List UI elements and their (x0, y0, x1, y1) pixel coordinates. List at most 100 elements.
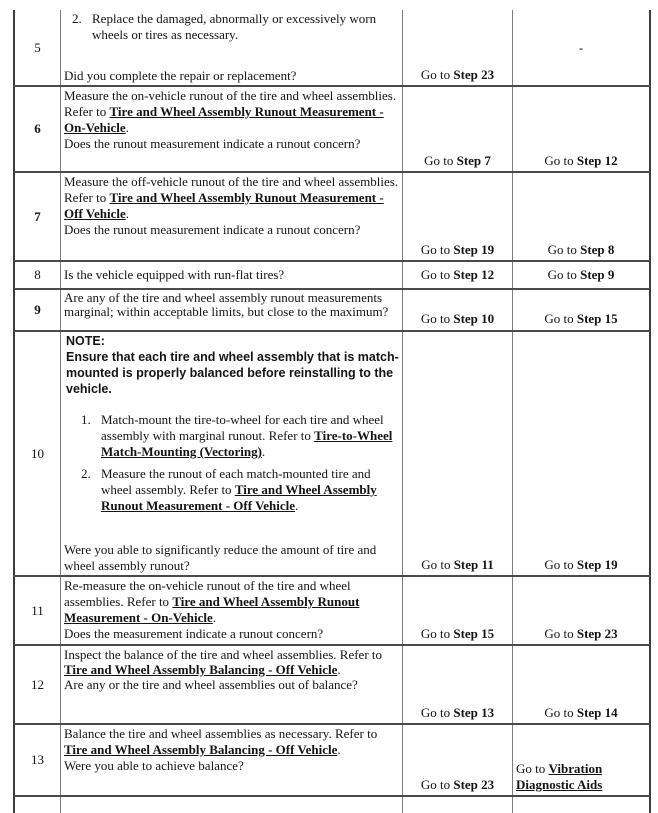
list-item: 2. Replace the damaged, abnormally or ex… (64, 11, 399, 43)
goto-step-number: Step 23 (576, 626, 618, 641)
yes-cell: Go to Step 15 (402, 577, 512, 644)
goto-step-number: Step 12 (453, 267, 495, 282)
step-number: 6 (34, 121, 41, 136)
goto-step: Go to Step 11 (421, 557, 494, 573)
goto-step-number: Step 19 (576, 557, 618, 572)
goto-step-number: Step 23 (453, 777, 495, 792)
action-cell: Measure the on-vehicle runout of the tir… (60, 87, 402, 171)
action-pre: Match-mount the tire-to-wheel for each t… (101, 412, 384, 443)
action-text: Inspect the balance of the tire and whee… (64, 647, 399, 677)
action-pre: Inspect the balance of the tire and whee… (64, 647, 383, 662)
action-pre: Balance the tire and wheel assemblies as… (64, 726, 378, 741)
goto-prefix: Go to (547, 267, 581, 282)
reference-link[interactable]: Tire and Wheel Assembly Runout Measureme… (64, 594, 360, 625)
yes-cell: Go to Step 10 (402, 290, 512, 330)
action-cell (60, 797, 402, 813)
goto-step: Go to Step 13 (421, 705, 494, 721)
action-text: Balance the tire and wheel assemblies as… (64, 726, 399, 758)
step-number-cell (13, 797, 60, 813)
reference-link[interactable]: Tire and Wheel Assembly Runout Measureme… (64, 104, 384, 135)
step-number-cell: 9 (13, 290, 60, 330)
yes-cell: Go to Step 13 (402, 646, 512, 723)
no-cell: Go to Step 9 (512, 262, 651, 288)
table-row-step-10: 10 NOTE: Ensure that each tire and wheel… (13, 332, 651, 577)
goto-step: Go to Step 8 (548, 242, 615, 258)
question-text: Does the runout measurement indicate a r… (64, 136, 361, 151)
action-cell: Re-measure the on-vehicle runout of the … (60, 577, 402, 644)
action-text: Re-measure the on-vehicle runout of the … (64, 578, 399, 626)
yes-cell (402, 797, 512, 813)
goto-step: Go to Step 19 (544, 557, 617, 573)
list-item-number: 2. (81, 466, 91, 481)
question-text: Does the measurement indicate a runout c… (64, 626, 324, 641)
goto-step-number: Step 9 (580, 267, 615, 282)
goto-step-number: Step 10 (453, 311, 495, 326)
table-row-step-9: 9 Are any of the tire and wheel assembly… (13, 290, 651, 332)
action-post: . (125, 120, 129, 135)
table-row-step-13: 13 Balance the tire and wheel assemblies… (13, 725, 651, 797)
step-number: 12 (31, 676, 44, 692)
question-text: Is the vehicle equipped with run-flat ti… (64, 267, 285, 282)
goto-prefix: Go to (420, 242, 454, 257)
question-text: Are any of the tire and wheel assembly r… (64, 290, 389, 319)
action-cell: Inspect the balance of the tire and whee… (60, 646, 402, 723)
goto-step-number: Step 8 (580, 242, 615, 257)
question-text: Were you able to significantly reduce th… (64, 542, 377, 573)
goto-step-number: Step 15 (576, 311, 618, 326)
goto-step: Go to Step 23 (544, 626, 617, 642)
list-item-text: Replace the damaged, abnormally or exces… (92, 11, 377, 42)
goto-step: Go to Step 15 (544, 311, 617, 327)
action-post: . (261, 444, 266, 459)
no-cell: Go to Step 15 (512, 290, 651, 330)
yes-cell: Go to Step 19 (402, 173, 512, 260)
goto-step-number: Step 15 (453, 626, 495, 641)
action-cell: Are any of the tire and wheel assembly r… (60, 290, 402, 330)
goto-prefix: Go to (420, 67, 454, 82)
question-text: Did you complete the repair or replaceme… (64, 68, 297, 83)
goto-step: Go to Step 10 (421, 311, 494, 327)
step-number-cell: 11 (13, 577, 60, 644)
no-cell: Go to Vibration Diagnostic Aids (512, 725, 651, 795)
list-item: 1. Match-mount the tire-to-wheel for eac… (64, 412, 399, 460)
reference-link[interactable]: Tire and Wheel Assembly Runout Measureme… (101, 482, 377, 513)
diagnostic-table: 5 2. Replace the damaged, abnormally or … (13, 10, 651, 813)
step-number-cell: 8 (13, 262, 60, 288)
goto-prefix: Go to (420, 267, 454, 282)
goto-prefix: Go to (544, 557, 577, 572)
action-text: Measure the off-vehicle runout of the ti… (64, 174, 399, 222)
reference-link[interactable]: Tire and Wheel Assembly Balancing - Off … (64, 662, 338, 677)
yes-cell: Go to Step 12 (402, 262, 512, 288)
step-number: 8 (34, 267, 41, 282)
action-pre: Measure the on-vehicle runout of the tir… (64, 88, 397, 119)
step-number: 5 (34, 39, 41, 55)
reference-link[interactable]: Tire-to-Wheel Match-Mounting (Vectoring) (101, 428, 393, 459)
goto-step-number: Step 12 (576, 153, 618, 168)
reference-link[interactable]: Tire and Wheel Assembly Balancing - Off … (64, 742, 338, 757)
action-post: . (295, 498, 299, 513)
step-number-cell: 7 (13, 173, 60, 260)
step-number-cell: 6 (13, 87, 60, 171)
no-cell: Go to Step 8 (512, 173, 651, 260)
action-cell: Measure the off-vehicle runout of the ti… (60, 173, 402, 260)
note-label: NOTE: (66, 334, 105, 348)
step-number-cell: 13 (13, 725, 60, 795)
action-pre: Re-measure the on-vehicle runout of the … (64, 578, 351, 609)
table-row-step-8: 8 Is the vehicle equipped with run-flat … (13, 262, 651, 290)
goto-step: Go to Step 12 (544, 153, 617, 169)
no-dash: - (578, 39, 584, 55)
list-item: 2. Measure the runout of each match-moun… (64, 466, 399, 514)
step-number: 9 (34, 302, 41, 317)
action-cell: Balance the tire and wheel assemblies as… (60, 725, 402, 795)
goto-prefix: Go to (420, 311, 454, 326)
action-pre: Measure the off-vehicle runout of the ti… (64, 174, 399, 205)
reference-link[interactable]: Vibration Diagnostic Aids (516, 761, 603, 792)
step-number: 10 (31, 445, 44, 461)
goto-step-number: Step 11 (453, 557, 494, 572)
question-text: Does the runout measurement indicate a r… (64, 222, 361, 237)
step-number: 7 (34, 208, 41, 224)
reference-link[interactable]: Tire and Wheel Assembly Runout Measureme… (64, 190, 384, 221)
goto-prefix: Go to (420, 626, 454, 641)
goto-step: Go to Step 7 (424, 153, 491, 169)
table-row-step-11: 11 Re-measure the on-vehicle runout of t… (13, 577, 651, 646)
